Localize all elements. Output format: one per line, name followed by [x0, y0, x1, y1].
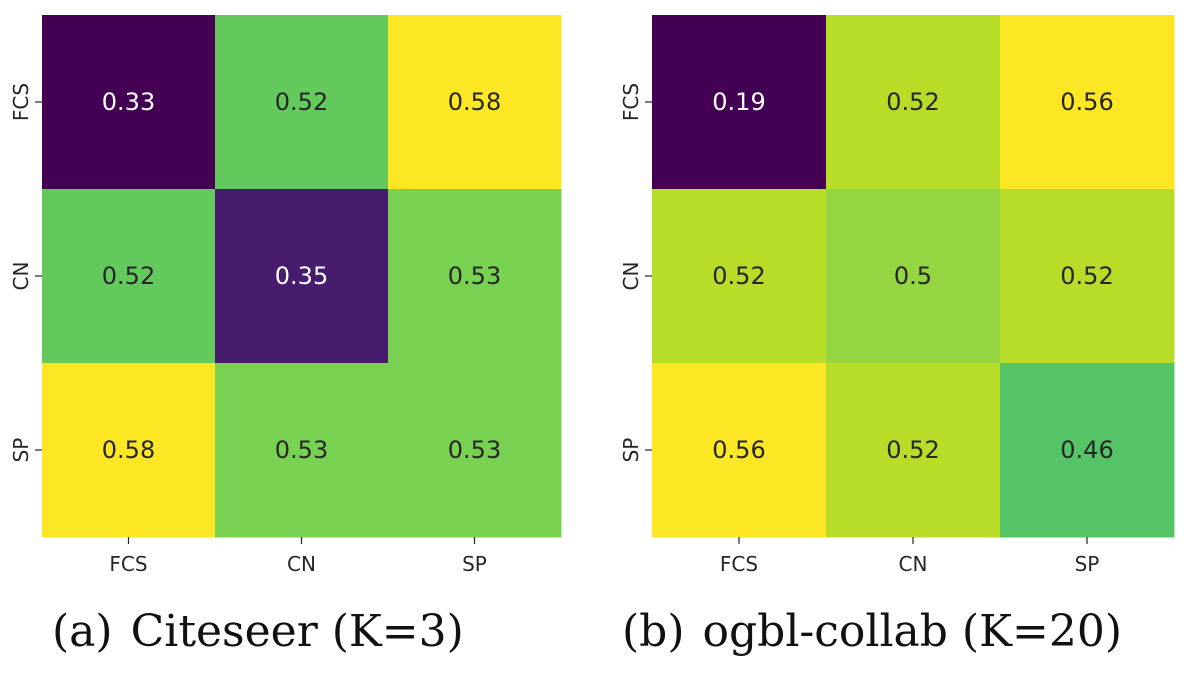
heatmap-cell — [826, 189, 1001, 364]
heatmap-cell — [652, 189, 827, 364]
cell-value-label: 0.56 — [1060, 88, 1113, 116]
heatmap-cell — [388, 189, 562, 364]
heatmap-cell — [215, 363, 389, 538]
caption-b-label: (b) — [622, 606, 685, 657]
x-tick-label: SP — [1075, 552, 1100, 576]
y-tick-label: FCS — [619, 83, 643, 121]
cell-value-label: 0.53 — [448, 436, 501, 464]
cell-value-label: 0.33 — [102, 88, 155, 116]
caption-b: (b) ogbl-collab (K=20) — [622, 606, 1122, 657]
heatmap-cell — [826, 15, 1001, 190]
cell-value-label: 0.58 — [102, 436, 155, 464]
heatmap-panel-b: 0.19 0.52 0.56 0.52 0.5 0.52 0.56 0.52 0.46 FCS CN… — [619, 15, 1175, 576]
y-tick-label: FCS — [9, 83, 33, 121]
cell-value-label: 0.35 — [275, 262, 328, 290]
x-tick-label: SP — [462, 552, 487, 576]
heatmap-cell — [388, 15, 562, 190]
heatmap-cell — [652, 363, 827, 538]
x-tick-label: FCS — [720, 552, 758, 576]
x-tick-label: CN — [287, 552, 316, 576]
heatmap-panel-a: 0.33 0.52 0.58 0.52 0.35 0.53 0.58 0.53 0.53 FCS C… — [9, 15, 562, 576]
y-tick-label: CN — [9, 262, 33, 291]
caption-a: (a) Citeseer (K=3) — [52, 606, 464, 657]
y-tick-label: SP — [619, 438, 643, 463]
heatmap-cell — [42, 189, 216, 364]
heatmap-cell — [42, 363, 216, 538]
x-tick-label: CN — [899, 552, 928, 576]
heatmap-cell — [215, 189, 389, 364]
heatmap-cell — [1000, 189, 1175, 364]
cell-value-label: 0.52 — [886, 436, 939, 464]
cell-value-label: 0.52 — [712, 262, 765, 290]
heatmap-cell — [215, 15, 389, 190]
cell-value-label: 0.52 — [1060, 262, 1113, 290]
heatmap-cell — [1000, 15, 1175, 190]
cell-value-label: 0.52 — [102, 262, 155, 290]
cell-value-label: 0.56 — [712, 436, 765, 464]
x-tick-label: FCS — [109, 552, 147, 576]
cell-value-label: 0.19 — [712, 88, 765, 116]
heatmap-figure: 0.33 0.52 0.58 0.52 0.35 0.53 0.58 0.53 0.53 FCS C… — [9, 15, 1175, 576]
heatmap-cell — [388, 363, 562, 538]
y-tick-label: SP — [9, 438, 33, 463]
cell-value-label: 0.53 — [448, 262, 501, 290]
cell-value-label: 0.46 — [1060, 436, 1113, 464]
heatmap-cell — [1000, 363, 1175, 538]
caption-b-title: ogbl-collab (K=20) — [702, 606, 1122, 657]
y-tick-label: CN — [619, 262, 643, 291]
caption-a-title: Citeseer (K=3) — [130, 606, 464, 657]
cell-value-label: 0.58 — [448, 88, 501, 116]
heatmap-cell — [652, 15, 827, 190]
cell-value-label: 0.53 — [275, 436, 328, 464]
heatmap-cell — [826, 363, 1001, 538]
cell-value-label: 0.52 — [275, 88, 328, 116]
heatmap-cell — [42, 15, 216, 190]
cell-value-label: 0.52 — [886, 88, 939, 116]
cell-value-label: 0.5 — [894, 262, 932, 290]
caption-a-label: (a) — [52, 606, 113, 657]
